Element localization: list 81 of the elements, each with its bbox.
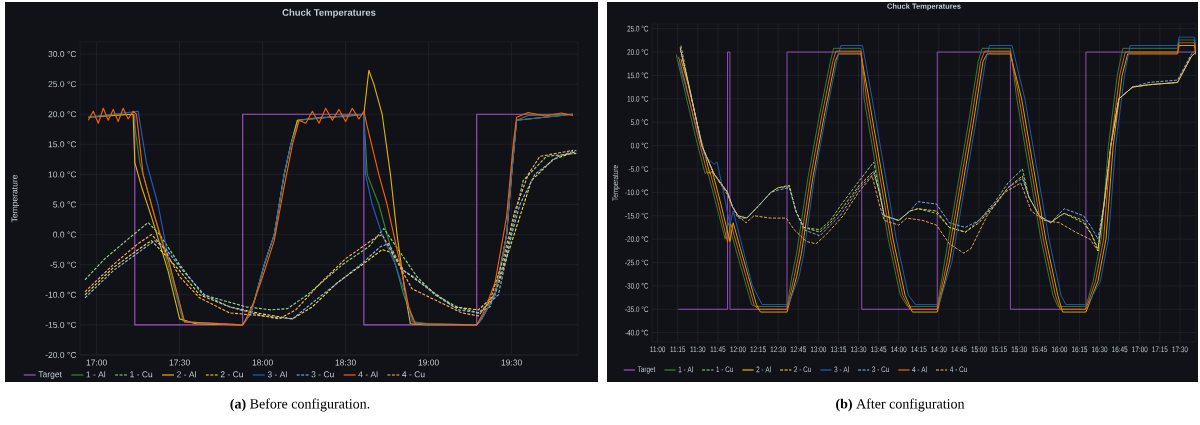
x-tick-label: 17:00 [1132, 346, 1148, 353]
x-tick-label: 18:30 [335, 359, 356, 366]
y-tick-label: -5.0 °C [50, 261, 77, 268]
x-tick-label: 14:45 [951, 346, 967, 353]
y-axis-title: Temperature [612, 165, 620, 201]
x-tick-label: 17:15 [1152, 346, 1168, 353]
y-tick-label: 10.0 °C [48, 171, 77, 178]
y-tick-label: 0.0 °C [630, 142, 649, 149]
x-tick-label: 11:30 [690, 346, 706, 353]
y-tick-label: -20.0 °C [625, 236, 649, 242]
x-tick-label: 12:45 [790, 346, 806, 353]
x-tick-label: 11:45 [710, 346, 726, 353]
y-tick-label: -10.0 °C [625, 189, 649, 196]
y-tick-label: 5.0 °C [630, 119, 649, 126]
legend-label: 4 - Cu [402, 371, 425, 378]
x-tick-label: 19:30 [501, 359, 522, 366]
x-tick-label: 13:45 [871, 346, 887, 353]
y-tick-label: -5.0 °C [628, 166, 649, 172]
x-tick-label: 18:00 [252, 359, 273, 366]
legend-label: 4 - Al [358, 371, 378, 378]
y-tick-label: 25.0 °C [48, 81, 77, 88]
legend-label: 3 - Cu [311, 371, 334, 378]
x-tick-label: 16:00 [1051, 346, 1068, 353]
x-tick-label: 12:15 [750, 346, 766, 353]
y-axis-title: Temperature [11, 175, 20, 223]
legend-label: 3 - Cu [872, 366, 889, 373]
y-tick-label: -10.0 °C [45, 291, 77, 298]
legend-label: 2 - Al [177, 371, 196, 378]
x-tick-label: 14:30 [931, 346, 947, 353]
x-tick-label: 15:00 [971, 346, 987, 353]
x-tick-label: 17:30 [1172, 346, 1188, 353]
legend-label: Target [637, 366, 656, 374]
y-tick-label: 25.0 °C [627, 25, 649, 32]
x-tick-label: 11:00 [650, 346, 666, 353]
legend-label: 1 - Cu [130, 371, 153, 378]
legend-label: 4 - Al [912, 366, 927, 373]
x-tick-label: 12:30 [770, 346, 786, 353]
y-tick-label: 20.0 °C [48, 111, 77, 118]
legend-label: 4 - Cu [949, 366, 967, 373]
legend-label: 3 - Al [267, 371, 287, 378]
x-tick-label: 16:30 [1092, 346, 1108, 353]
legend-label: 1 - Cu [716, 366, 733, 373]
legend-label: 2 - Cu [220, 371, 243, 378]
x-tick-label: 12:00 [730, 346, 746, 353]
y-tick-label: -15.0 °C [45, 321, 77, 328]
x-tick-label: 15:30 [1011, 346, 1027, 353]
x-tick-label: 13:30 [850, 346, 867, 353]
y-tick-label: 0.0 °C [53, 231, 77, 238]
x-tick-label: 16:45 [1112, 346, 1128, 353]
y-tick-label: 15.0 °C [48, 141, 77, 148]
y-tick-label: -30.0 °C [625, 283, 649, 289]
y-tick-label: 5.0 °C [53, 201, 77, 208]
x-tick-label: 14:15 [911, 346, 927, 353]
y-tick-label: 10.0 °C [627, 95, 649, 102]
y-tick-label: 15.0 °C [627, 72, 649, 79]
legend-label: 2 - Cu [794, 366, 811, 373]
y-tick-label: 20.0 °C [627, 49, 649, 55]
x-tick-label: 17:30 [169, 359, 190, 366]
x-tick-label: 13:15 [830, 346, 847, 353]
x-tick-label: 13:00 [810, 346, 827, 353]
y-tick-label: -35.0 °C [625, 306, 649, 313]
x-tick-label: 19:00 [418, 359, 439, 366]
y-tick-label: -20.0 °C [45, 351, 77, 358]
chart-title: Chuck Temperatures [282, 8, 376, 18]
legend-label: 1 - Al [678, 366, 693, 373]
x-tick-label: 17:00 [86, 359, 107, 366]
x-tick-label: 11:15 [670, 346, 686, 353]
legend-label: 1 - Al [86, 371, 106, 378]
legend-label: 2 - Al [756, 366, 771, 373]
x-tick-label: 14:00 [891, 346, 907, 353]
y-tick-label: -40.0 °C [625, 329, 649, 336]
text: (a) Before configuration. [230, 398, 370, 412]
legend-label: 3 - Al [834, 366, 849, 373]
y-tick-label: -15.0 °C [625, 212, 649, 219]
legend-label: Target [38, 371, 62, 379]
x-tick-label: 15:45 [1031, 346, 1048, 353]
text: (b) After configuration [836, 398, 965, 412]
y-tick-label: -25.0 °C [625, 259, 649, 266]
y-tick-label: 30.0 °C [48, 51, 77, 58]
x-tick-label: 16:15 [1071, 346, 1088, 353]
x-tick-label: 15:15 [991, 346, 1007, 353]
